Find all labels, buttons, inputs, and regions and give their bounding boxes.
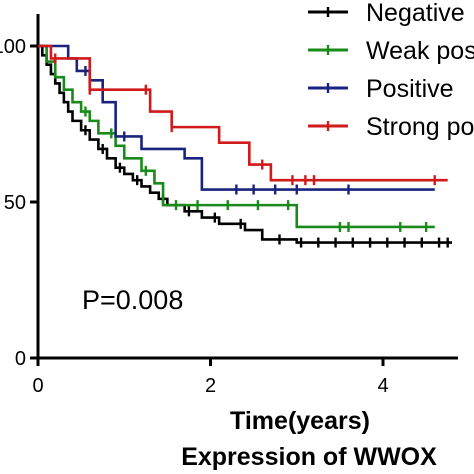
legend-label: Strong positive bbox=[366, 113, 474, 141]
legend-item-positive: Positive bbox=[308, 75, 454, 103]
series-weak-positive bbox=[38, 44, 435, 232]
legend-label: Positive bbox=[366, 75, 454, 103]
axis-ticks: 0 50 100 0 2 4 bbox=[0, 36, 389, 397]
series-strong-positive bbox=[38, 44, 448, 186]
x-tick-label: 0 bbox=[32, 375, 43, 397]
legend-item-weak-positive: Weak positive bbox=[308, 37, 474, 65]
y-tick-label: 0 bbox=[15, 348, 26, 370]
legend-label: Negative bbox=[366, 0, 465, 27]
legend-label: Weak positive bbox=[366, 37, 474, 65]
axes bbox=[36, 14, 458, 360]
series-negative bbox=[38, 44, 452, 248]
x-tick-label: 4 bbox=[377, 375, 388, 397]
survival-curves bbox=[38, 44, 452, 248]
survival-line-negative bbox=[38, 44, 452, 244]
survival-line-weak-positive bbox=[38, 44, 435, 229]
legend-item-negative: Negative bbox=[308, 0, 465, 27]
p-value-annotation: P=0.008 bbox=[82, 285, 183, 315]
x-tick-label: 2 bbox=[205, 375, 216, 397]
y-tick-label: 100 bbox=[0, 36, 26, 58]
x-axis-label: Time(years) bbox=[230, 407, 370, 435]
legend-item-strong-positive: Strong positive bbox=[308, 113, 474, 141]
x-axis-sublabel: Expression of WWOX bbox=[181, 443, 437, 471]
legend: Negative Weak positive Positive Strong posi… bbox=[308, 0, 474, 141]
y-tick-label: 50 bbox=[4, 192, 26, 214]
survival-line-strong-positive bbox=[38, 44, 448, 182]
